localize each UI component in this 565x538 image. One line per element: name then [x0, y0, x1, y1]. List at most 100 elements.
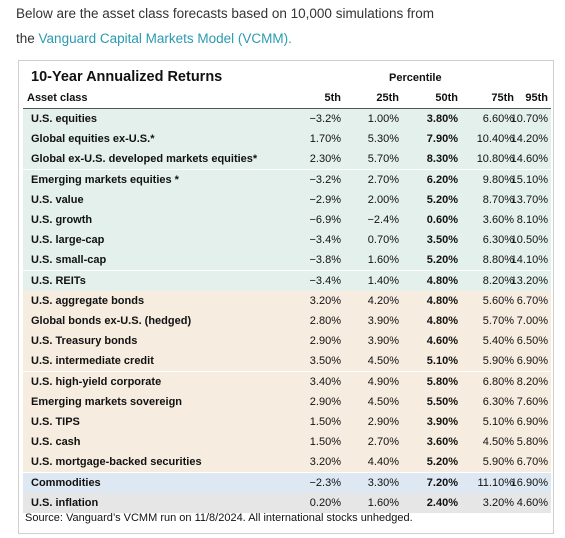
cell-value: 3.50% [426, 234, 458, 247]
asset-class: U.S. TIPS [31, 416, 80, 428]
column-header: Asset class [27, 92, 88, 104]
cell-value: 4.40% [367, 456, 399, 469]
cell-value: 4.60% [516, 496, 548, 509]
asset-class: U.S. aggregate bonds [31, 294, 145, 307]
table-row: U.S. large-cap −3.4% 0.70% 3.50% 6.30% 10.50% [23, 230, 551, 251]
cell-value: −2.4% [367, 214, 400, 226]
cell-value: 7.60% [516, 395, 548, 408]
intro-line: Below are the asset class forecasts base… [16, 6, 434, 21]
table-row: U.S. inflation 0.20% 1.60% 2.40% 3.20% 4.60% [23, 492, 551, 513]
table-row: Emerging markets equities * −3.2% 2.70% 6.2… [23, 169, 551, 190]
cell-value: 13.70% [510, 193, 548, 206]
cell-value: 3.90% [367, 335, 399, 348]
asset-class: U.S. intermediate credit [31, 355, 154, 368]
cell-value: 2.80% [309, 315, 341, 327]
asset-class: U.S. mortgage-backed securities [31, 456, 202, 469]
cell-value: 5.10% [426, 355, 458, 368]
table-row: U.S. intermediate credit 3.50% 4.50% 5.10% 5… [23, 351, 551, 372]
cell-value: 13.20% [510, 274, 548, 287]
cell-value: 7.20% [426, 476, 458, 489]
table-title: 10-Year Annualized Returns [31, 69, 223, 85]
table-row: U.S. Treasury bonds 2.90% 3.90% 4.60% 5.40% 6… [23, 331, 551, 352]
asset-class: Global equities ex-U.S.* [31, 133, 155, 146]
cell-value: 8.30% [426, 153, 458, 166]
cell-value: 4.20% [367, 294, 399, 307]
cell-value: −3.2% [309, 173, 342, 186]
cell-value: 14.20% [510, 133, 548, 146]
cell-value: 9.80% [482, 173, 514, 186]
cell-value: 5.30% [367, 133, 399, 146]
cell-value: −6.9% [309, 214, 342, 226]
cell-value: 3.60% [426, 436, 458, 449]
asset-class: U.S. equities [31, 113, 98, 125]
link[interactable]: Vanguard Capital Markets Model (VCMM). [38, 31, 292, 46]
asset-class: U.S. growth [31, 214, 93, 226]
cell-value: 1.40% [367, 274, 399, 287]
asset-class: U.S. inflation [31, 496, 99, 509]
cell-value: 5.80% [426, 375, 458, 388]
column-group-label: Percentile [389, 72, 442, 84]
asset-class: Emerging markets sovereign [31, 395, 183, 408]
cell-value: 4.90% [367, 375, 399, 388]
cell-value: 6.70% [516, 294, 548, 307]
cell-value: 3.20% [309, 294, 341, 307]
column-header: 25th [376, 92, 399, 104]
cell-value: 6.90% [516, 355, 548, 368]
cell-value: 3.90% [426, 416, 458, 428]
cell-value: 8.20% [482, 274, 514, 287]
column-header: 75th [491, 92, 514, 104]
cell-value: −3.4% [309, 274, 342, 287]
asset-class: U.S. cash [31, 436, 81, 449]
cell-value: 5.20% [426, 193, 458, 206]
table-row: Commodities −2.3% 3.30% 7.20% 11.10% 16.90% [23, 472, 551, 493]
asset-class: Global bonds ex-U.S. (hedged) [31, 315, 192, 327]
intro-text: the [16, 31, 35, 46]
cell-value: 6.90% [516, 416, 548, 428]
cell-value: 16.90% [510, 476, 548, 489]
cell-value: 10.50% [510, 234, 548, 247]
cell-value: 3.60% [482, 214, 514, 226]
cell-value: 1.70% [309, 133, 341, 146]
asset-class: U.S. Treasury bonds [31, 335, 138, 348]
cell-value: 10.80% [476, 153, 514, 166]
cell-value: 3.30% [367, 476, 399, 489]
cell-value: 5.70% [367, 153, 399, 166]
cell-value: 4.80% [426, 315, 458, 327]
cell-value: 2.90% [367, 416, 399, 428]
asset-class: U.S. large-cap [31, 234, 105, 247]
table-row: U.S. value −2.9% 2.00% 5.20% 8.70% 13.70% [23, 189, 551, 210]
cell-value: 14.10% [510, 254, 548, 267]
table-row: U.S. mortgage-backed securities 3.20% 4.40… [23, 452, 551, 473]
cell-value: 2.90% [309, 335, 341, 348]
cell-value: 8.80% [482, 254, 514, 267]
cell-value: 3.20% [482, 496, 514, 509]
cell-value: 4.50% [367, 395, 399, 408]
asset-class: U.S. high-yield corporate [31, 375, 162, 388]
cell-value: −3.8% [309, 254, 342, 267]
source-note: Source: Vanguard’s VCMM run on 11/8/2024… [25, 512, 413, 524]
cell-value: 8.10% [516, 214, 548, 226]
cell-value: 4.80% [426, 274, 458, 287]
cell-value: 1.50% [309, 436, 341, 449]
table-row: U.S. cash 1.50% 2.70% 3.60% 4.50% 5.80% [23, 432, 551, 453]
table-row: U.S. growth −6.9% −2.4% 0.60% 3.60% 8.10% [23, 210, 551, 230]
asset-class: Commodities [31, 476, 101, 489]
cell-value: 3.50% [309, 355, 341, 368]
intro-line: the Vanguard Capital Markets Model (VCMM… [16, 31, 292, 46]
cell-value: 6.70% [516, 456, 548, 469]
table-row: U.S. TIPS 1.50% 2.90% 3.90% 5.10% 6.90% [23, 412, 551, 432]
cell-value: 0.60% [426, 214, 458, 226]
cell-value: 7.00% [516, 315, 548, 327]
table-row: U.S. REITs −3.4% 1.40% 4.80% 8.20% 13.20% [23, 270, 551, 291]
cell-value: 6.30% [482, 395, 514, 408]
cell-value: 2.00% [367, 193, 399, 206]
cell-value: 2.30% [309, 153, 341, 166]
cell-value: 1.50% [309, 416, 341, 428]
cell-value: 0.20% [309, 496, 341, 509]
cell-value: 5.70% [482, 315, 514, 327]
cell-value: 6.20% [426, 173, 458, 186]
cell-value: 5.60% [482, 294, 514, 307]
cell-value: −2.3% [309, 476, 342, 489]
cell-value: 3.80% [426, 113, 458, 125]
cell-value: 5.20% [426, 254, 458, 267]
